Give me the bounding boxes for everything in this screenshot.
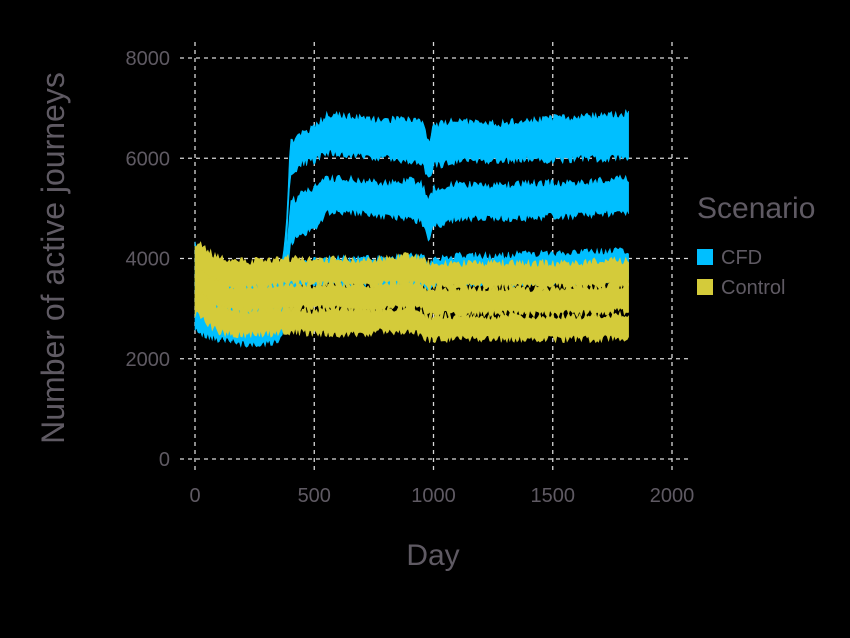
y-tick-label: 0 (159, 449, 170, 471)
y-tick-label: 2000 (126, 349, 171, 371)
y-axis-title: Number of active journeys (35, 72, 71, 444)
y-tick-label: 6000 (126, 148, 171, 170)
x-tick-label: 500 (298, 485, 331, 507)
x-tick-label: 2000 (650, 485, 695, 507)
legend-label-cfd: CFD (721, 247, 762, 269)
band-control-2 (194, 288, 629, 344)
x-tick-label: 1000 (411, 485, 456, 507)
x-axis-title: Day (406, 539, 459, 572)
y-tick-label: 8000 (126, 48, 171, 70)
legend-title: Scenario (697, 192, 815, 225)
data-bands (194, 109, 629, 348)
legend: Scenario CFD Control (697, 192, 815, 299)
y-tick-label: 4000 (126, 249, 171, 271)
legend-swatch-cfd (697, 249, 713, 265)
band-cfd-1 (194, 174, 629, 348)
tick-labels: 0 500 1000 1500 2000 0 2000 4000 6000 8000 (126, 48, 695, 507)
x-tick-label: 1500 (531, 485, 576, 507)
legend-label-control: Control (721, 277, 785, 299)
x-tick-label: 0 (189, 485, 200, 507)
legend-swatch-control (697, 279, 713, 295)
